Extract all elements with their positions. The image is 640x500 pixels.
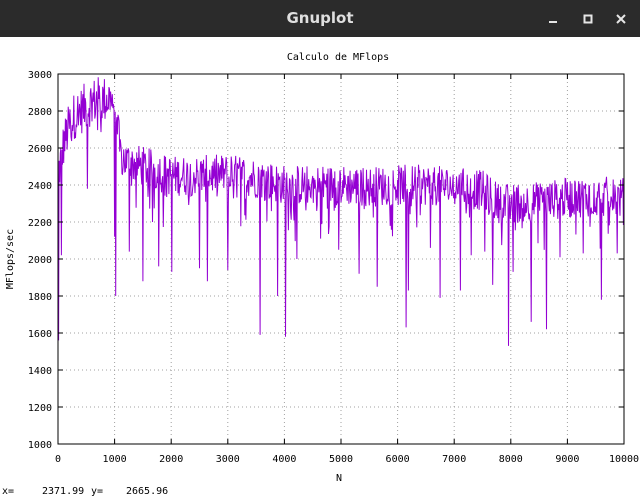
close-icon — [616, 14, 626, 24]
window-titlebar[interactable]: Gnuplot — [0, 0, 640, 37]
minimize-button[interactable] — [542, 8, 564, 30]
close-button[interactable] — [610, 8, 632, 30]
status-bar: x= 2371.99 y= 2665.96 — [0, 484, 640, 500]
mflops-series-line — [57, 77, 624, 346]
y-tick-label: 1600 — [28, 329, 52, 340]
y-axis-label: MFlops/sec — [5, 229, 16, 289]
chart[interactable]: 0 1000 2000 3000 4000 5000 6000 7000 8000 9000 100… — [0, 37, 640, 484]
cursor-y-label: y= — [91, 486, 104, 497]
y-tick-label: 2600 — [28, 144, 52, 155]
x-tick-label: 5000 — [329, 454, 353, 465]
y-tick-label: 2800 — [28, 107, 52, 118]
maximize-icon — [583, 14, 593, 24]
cursor-x-value: 2371.99 — [42, 486, 85, 497]
tick-marks — [57, 73, 625, 445]
x-tick-label: 4000 — [272, 454, 296, 465]
x-tick-label: 10000 — [609, 454, 639, 465]
y-tick-label: 1400 — [28, 366, 52, 377]
y-tick-label: 2000 — [28, 255, 52, 266]
chart-title: Calculo de MFlops — [287, 52, 389, 63]
window-title: Gnuplot — [286, 9, 354, 27]
y-tick-label: 1800 — [28, 292, 52, 303]
x-tick-label: 9000 — [555, 454, 579, 465]
x-tick-label: 0 — [55, 454, 61, 465]
x-tick-labels: 0 1000 2000 3000 4000 5000 6000 7000 8000 9000 100… — [55, 454, 639, 465]
x-axis-label: N — [336, 473, 342, 484]
plot-area[interactable]: 0 1000 2000 3000 4000 5000 6000 7000 8000 9000 100… — [0, 37, 640, 500]
x-tick-label: 2000 — [159, 454, 183, 465]
x-tick-label: 6000 — [386, 454, 410, 465]
y-tick-labels: 1000 1200 1400 1600 1800 2000 2200 2400 2600 2800… — [28, 70, 52, 451]
cursor-x-label: x= — [2, 486, 15, 497]
series-group — [57, 77, 624, 346]
y-tick-label: 2200 — [28, 218, 52, 229]
y-tick-label: 2400 — [28, 181, 52, 192]
x-tick-label: 8000 — [499, 454, 523, 465]
minimize-icon — [549, 21, 557, 23]
x-tick-label: 3000 — [216, 454, 240, 465]
x-tick-label: 7000 — [442, 454, 466, 465]
y-tick-label: 3000 — [28, 70, 52, 81]
x-tick-label: 1000 — [103, 454, 127, 465]
y-tick-label: 1000 — [28, 440, 52, 451]
maximize-button[interactable] — [577, 8, 599, 30]
y-tick-label: 1200 — [28, 403, 52, 414]
cursor-y-value: 2665.96 — [126, 486, 169, 497]
